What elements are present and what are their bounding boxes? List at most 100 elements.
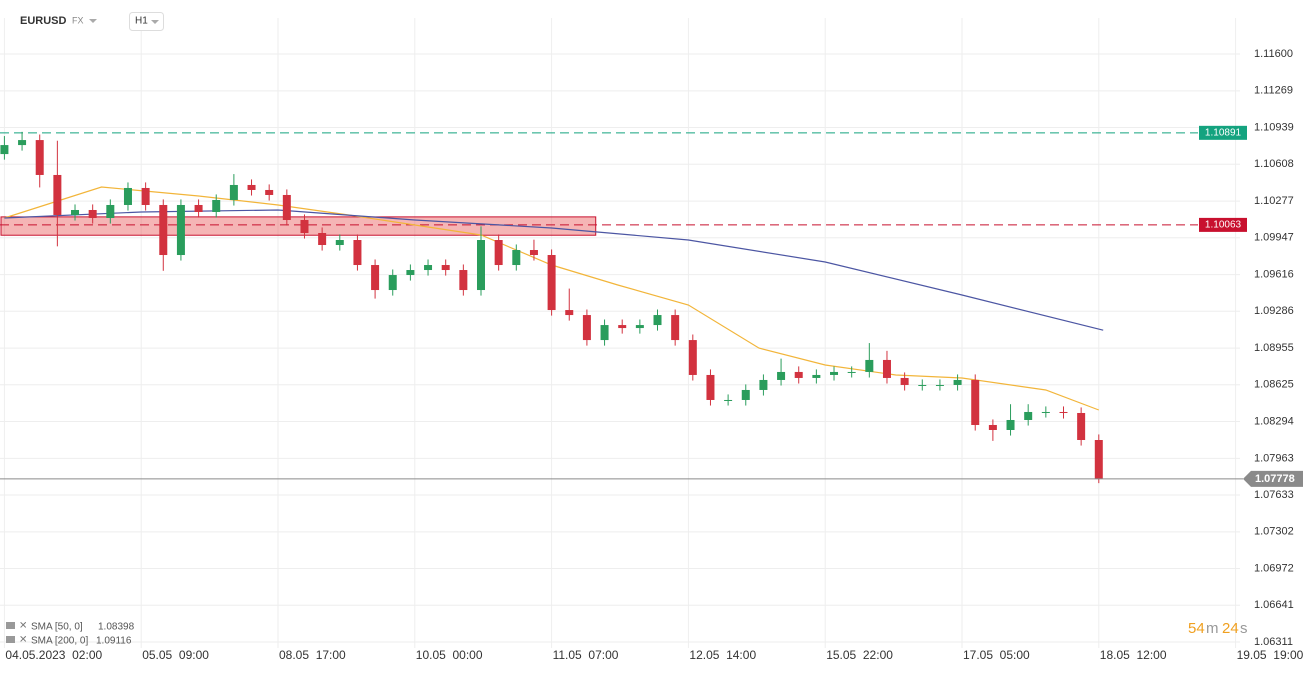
candle-body <box>547 255 556 311</box>
y-tick-label: 1.07302 <box>1254 526 1294 538</box>
candle-body <box>35 140 44 175</box>
legend-icon[interactable] <box>6 636 15 643</box>
dropdown-caret[interactable] <box>89 19 97 23</box>
candle-body <box>247 184 256 190</box>
last-price-label: 1.07778 <box>1255 473 1295 485</box>
candle-body <box>865 359 874 372</box>
candle-body <box>600 325 609 341</box>
y-tick-label: 1.09286 <box>1254 305 1294 317</box>
candle-body <box>1024 411 1033 420</box>
timer-unit: s <box>1240 620 1248 637</box>
candle-body <box>918 384 927 386</box>
candle-body <box>159 204 168 256</box>
x-tick-label: 15.05 22:00 <box>826 648 893 662</box>
candle-body <box>794 371 803 378</box>
candle-body <box>635 325 644 329</box>
y-tick-label: 1.09616 <box>1254 268 1294 280</box>
y-tick-label: 1.10939 <box>1254 121 1294 133</box>
candle-body <box>971 379 980 425</box>
candle-body <box>194 204 203 212</box>
candle-body <box>777 371 786 380</box>
x-tick-label: 17.05 05:00 <box>963 648 1030 662</box>
candle-body <box>300 219 309 234</box>
candle-body <box>1041 411 1050 413</box>
legend-value: 1.08398 <box>98 622 135 633</box>
candle-body <box>953 379 962 385</box>
x-tick-label: 05.05 09:00 <box>142 648 209 662</box>
timer-seconds: 24 <box>1222 620 1239 637</box>
legend-close[interactable]: ✕ <box>19 621 27 632</box>
candle-body <box>71 209 80 215</box>
timer-unit: m <box>1206 620 1219 637</box>
candle-body <box>123 187 132 205</box>
x-tick-label: 12.05 14:00 <box>689 648 756 662</box>
x-tick-label: 10.05 00:00 <box>416 648 483 662</box>
level-label: 1.10063 <box>1205 220 1242 231</box>
market: FX <box>72 15 84 25</box>
last-price-label-box <box>1243 470 1303 487</box>
legend-value: 1.09116 <box>96 636 132 647</box>
candle-body <box>512 250 521 266</box>
level-label: 1.10891 <box>1205 127 1242 138</box>
candle-body <box>0 145 9 155</box>
candle-body <box>212 199 221 212</box>
y-tick-label: 1.07963 <box>1254 452 1294 464</box>
candle-body <box>459 270 468 291</box>
y-tick-label: 1.08955 <box>1254 342 1294 354</box>
x-tick-label: 18.05 12:00 <box>1100 648 1167 662</box>
resistance-zone <box>0 216 597 236</box>
candle-body <box>141 187 150 205</box>
y-tick-label: 1.11269 <box>1254 85 1293 97</box>
candle-body <box>565 310 574 316</box>
candle-body <box>441 265 450 271</box>
candle-body <box>935 384 944 386</box>
y-tick-label: 1.07633 <box>1254 489 1294 501</box>
y-tick-label: 1.08625 <box>1254 379 1294 391</box>
y-tick-label: 1.10608 <box>1254 158 1294 170</box>
candle-body <box>388 275 397 291</box>
candle-body <box>759 379 768 390</box>
candle-body <box>335 240 344 246</box>
grid <box>0 18 1240 648</box>
candle-body <box>318 233 327 246</box>
candle-body <box>371 265 380 291</box>
candle-body <box>282 194 291 220</box>
candle-body <box>688 340 697 375</box>
candle-body <box>1006 419 1015 430</box>
dropdown-caret <box>151 20 159 24</box>
x-tick-label: 11.05 07:00 <box>553 648 619 662</box>
candle-body <box>882 359 891 378</box>
candle-body <box>900 377 909 385</box>
legend-name: SMA [50, 0] <box>31 622 83 633</box>
y-tick-label: 1.06972 <box>1254 562 1294 574</box>
candle-body <box>1094 440 1103 479</box>
x-tick-label: 19.05 19:00 <box>1237 648 1304 662</box>
y-tick-label: 1.11600 <box>1254 48 1293 60</box>
candle-body <box>106 204 115 218</box>
interval-button[interactable] <box>129 12 164 31</box>
candle-body <box>476 240 485 291</box>
candle-body <box>1077 412 1086 441</box>
y-tick-label: 1.08294 <box>1254 415 1294 427</box>
candle-body <box>830 371 839 375</box>
candle-body <box>494 240 503 266</box>
x-tick-label: 08.05 17:00 <box>279 648 346 662</box>
candle-body <box>424 265 433 271</box>
candle-body <box>1059 411 1068 413</box>
legend-icon[interactable] <box>6 622 15 629</box>
legend-close[interactable]: ✕ <box>19 635 27 646</box>
level-label-box <box>1199 217 1247 232</box>
interval[interactable]: H1 <box>135 16 148 27</box>
legend: ✕ SMA [50, 0] 1.08398 ✕ SMA [200, 0] 1.0… <box>6 621 135 647</box>
x-tick-label: 04.05.2023 02:00 <box>5 648 102 662</box>
symbol[interactable]: EURUSD <box>20 15 67 27</box>
candle-body <box>706 374 715 400</box>
candle-body <box>229 184 238 200</box>
y-tick-label: 1.10277 <box>1254 195 1294 207</box>
candle-body <box>176 204 185 256</box>
y-tick-label: 1.09947 <box>1254 232 1294 244</box>
legend-name: SMA [200, 0] <box>31 636 88 647</box>
sma-line <box>4 209 1104 331</box>
candle-body <box>847 371 856 373</box>
